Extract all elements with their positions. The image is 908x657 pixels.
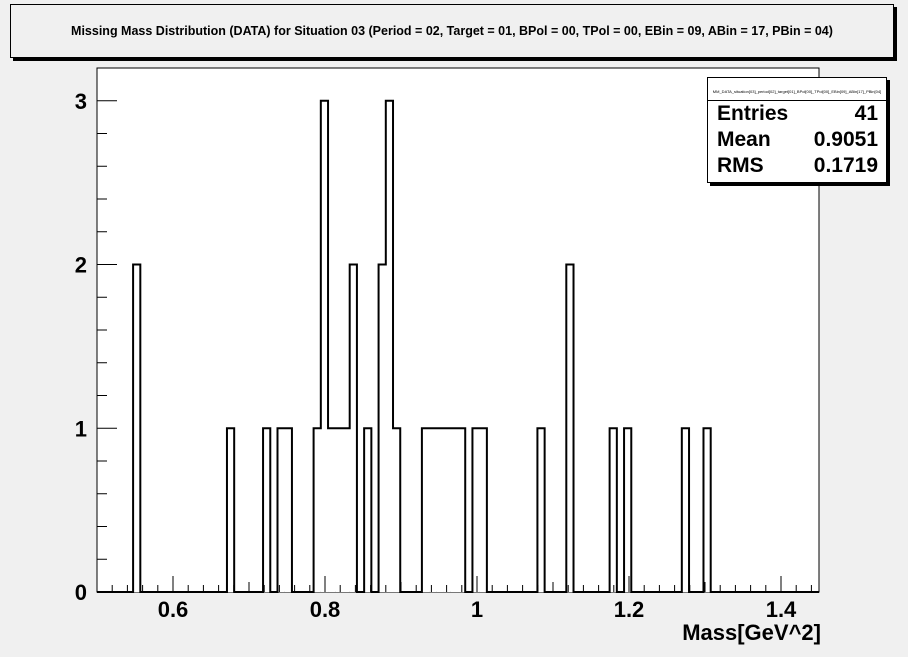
histogram-bin: [284, 428, 292, 592]
histogram-bin: [681, 428, 690, 592]
histogram-bin: [335, 428, 343, 592]
histogram-bin: [450, 428, 458, 592]
stats-mean-value: 0.9051: [813, 128, 878, 151]
stats-mean-label: Mean: [717, 128, 771, 151]
x-tick-label: 0.6: [158, 597, 189, 622]
stats-rms-label: RMS: [717, 154, 764, 177]
histogram-bin: [703, 428, 711, 592]
histogram-bin: [226, 428, 235, 592]
stats-entries-row: Entries 41: [708, 101, 886, 127]
histogram-bin: [609, 428, 617, 592]
y-tick-label: 0: [75, 580, 87, 605]
x-tick-label: 0.8: [310, 597, 341, 622]
x-axis-title: Mass[GeV^2]: [682, 620, 821, 645]
histogram-outline: [97, 99, 819, 593]
histogram-bin: [328, 428, 336, 592]
histogram-bin: [421, 428, 430, 592]
stats-mean-row: Mean 0.9051: [708, 127, 886, 153]
chart-title: Missing Mass Distribution (DATA) for Sit…: [71, 24, 833, 38]
histogram-bin: [378, 264, 386, 592]
y-tick-label: 1: [75, 416, 87, 441]
stats-box: MM_DATA_situation[03]_period[02]_target[…: [707, 77, 887, 183]
histogram-bin: [277, 428, 285, 592]
histogram-bin: [479, 428, 487, 592]
histogram-bin: [429, 428, 437, 592]
stats-divider: [708, 100, 886, 101]
x-tick-label: 1.4: [766, 597, 797, 622]
histogram-bin: [537, 428, 545, 592]
histogram-bin: [472, 428, 480, 592]
stats-rms-value: 0.1719: [813, 154, 878, 177]
histogram-bin: [458, 428, 466, 592]
histogram-bin: [364, 428, 372, 592]
histogram-bin: [313, 428, 321, 592]
stats-rms-row: RMS 0.1719: [708, 153, 886, 179]
histogram-bin: [342, 428, 350, 592]
stats-entries-value: 41: [854, 102, 878, 125]
x-tick-label: 1: [471, 597, 483, 622]
y-tick-label: 2: [75, 253, 87, 278]
histogram-bin: [443, 428, 451, 592]
histogram-bin: [624, 428, 632, 592]
axes: 0.6 0.8 1 1.2 1.4 0 1 2 3: [75, 67, 812, 622]
histogram-bin: [133, 264, 141, 592]
histogram-bin: [393, 428, 401, 592]
histogram-bin: [263, 428, 271, 592]
y-tick-label: 3: [75, 89, 87, 114]
histogram-bins: [133, 100, 711, 592]
histogram-bin: [436, 428, 444, 592]
stats-histogram-name: MM_DATA_situation[03]_period[02]_target[…: [712, 89, 882, 94]
histogram-bin: [349, 264, 357, 592]
histogram-bin: [320, 100, 329, 592]
histogram-bin: [566, 264, 574, 592]
x-tick-label: 1.2: [614, 597, 645, 622]
stats-entries-label: Entries: [717, 102, 789, 125]
chart-title-box: Missing Mass Distribution (DATA) for Sit…: [10, 4, 894, 58]
histogram-bin: [385, 100, 394, 592]
